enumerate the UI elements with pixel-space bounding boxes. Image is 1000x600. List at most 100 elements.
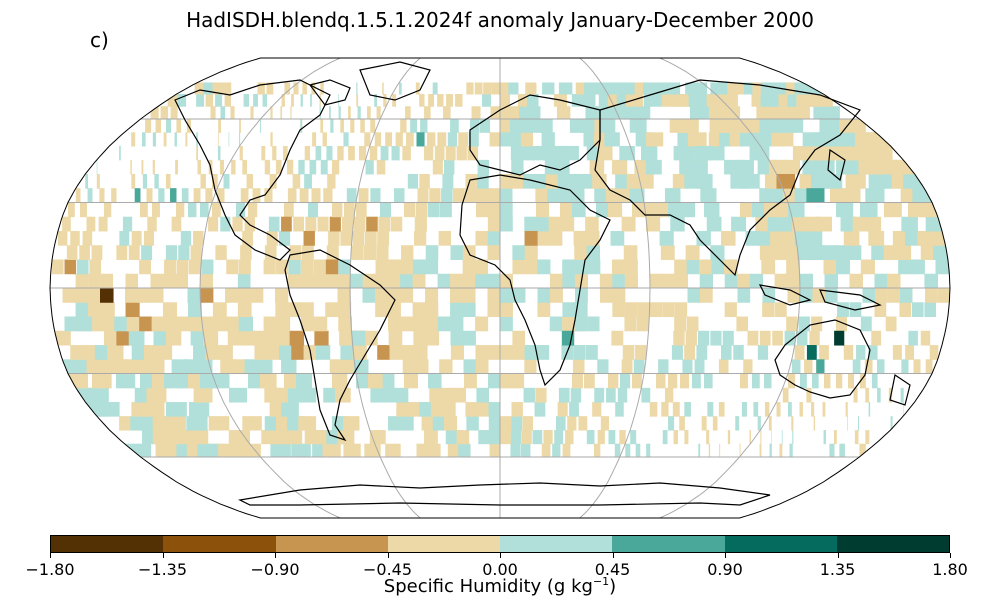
grid-cell [252, 188, 261, 203]
grid-cell [340, 345, 355, 360]
grid-cell [475, 230, 489, 246]
grid-cell [186, 416, 208, 431]
grid-cell [852, 216, 869, 232]
grid-cell [480, 119, 491, 133]
grid-cell [597, 359, 609, 375]
grid-cell [488, 188, 501, 203]
grid-cell [849, 273, 863, 289]
grid-cell [549, 230, 563, 246]
grid-cell [331, 159, 340, 175]
grid-cell [542, 82, 555, 95]
grid-cell [363, 245, 377, 260]
grid-cell [400, 288, 414, 303]
grid-cell [412, 316, 427, 332]
grid-cell [644, 202, 659, 218]
grid-cell [626, 173, 642, 189]
grid-cell [781, 430, 783, 445]
grid-cell [126, 316, 142, 332]
grid-cell [536, 230, 550, 246]
grid-cell [715, 93, 738, 107]
grid-cell [414, 345, 428, 360]
grid-cell [560, 216, 575, 232]
grid-cell [421, 416, 436, 431]
grid-cell [450, 302, 464, 318]
grid-cell [487, 302, 501, 318]
grid-cell [143, 345, 160, 360]
grid-cell [375, 273, 388, 289]
grid-cell [341, 359, 357, 375]
grid-cell [664, 387, 674, 403]
grid-cell [367, 106, 371, 120]
grid-cell [308, 202, 319, 218]
grid-cell [500, 202, 513, 218]
grid-cell [674, 273, 688, 289]
grid-cell [562, 443, 571, 458]
grid-cell [646, 132, 664, 147]
grid-cell [131, 173, 136, 189]
grid-cell [806, 230, 823, 246]
grid-cell [165, 402, 187, 417]
grid-cell [635, 345, 647, 360]
grid-cell [645, 216, 661, 232]
grid-cell [88, 302, 103, 318]
grid-cell [586, 245, 601, 260]
grid-cell [270, 132, 273, 147]
grid-cell [685, 245, 700, 260]
grid-cell [692, 373, 701, 389]
grid-cell [125, 302, 140, 318]
grid-cell [884, 202, 902, 218]
grid-cell [521, 145, 535, 161]
grid-cell [370, 188, 381, 203]
grid-cell [768, 416, 772, 431]
grid-cell [812, 373, 819, 389]
grid-cell [727, 430, 731, 445]
grid-cell [823, 430, 826, 445]
grid-cell [404, 373, 419, 389]
grid-cell [875, 288, 888, 303]
grid-cell [761, 259, 776, 275]
grid-cell [892, 230, 909, 246]
grid-cell [163, 132, 167, 147]
grid-cell [805, 93, 833, 107]
grid-cell [509, 119, 522, 133]
grid-cell [147, 359, 165, 375]
grid-cell [87, 188, 93, 203]
grid-cell [332, 202, 343, 218]
grid-cell [326, 145, 333, 161]
grid-cell [719, 443, 721, 458]
grid-cell [859, 443, 866, 458]
grid-cell [391, 145, 400, 161]
grid-cell [220, 106, 226, 120]
grid-cell [412, 273, 426, 289]
grid-cell [925, 216, 943, 232]
grid-cell [425, 288, 439, 303]
grid-cell [620, 373, 631, 389]
grid-cell [791, 416, 794, 431]
grid-cell [104, 330, 120, 346]
grid-cell [203, 82, 215, 95]
grid-cell [305, 216, 317, 232]
anomaly-cell [434, 145, 445, 161]
grid-cell [556, 159, 570, 175]
grid-cell [649, 302, 663, 318]
anomaly-cell [745, 230, 761, 246]
grid-cell [277, 330, 292, 346]
grid-cell [188, 202, 197, 218]
grid-cell [847, 145, 871, 161]
grid-cell [680, 202, 696, 218]
grid-cell [596, 202, 610, 218]
grid-cell [824, 273, 838, 289]
grid-cell [570, 387, 582, 403]
grid-cell [699, 259, 713, 275]
grid-cell [218, 119, 221, 133]
grid-cell [521, 430, 532, 445]
grid-cell [574, 259, 588, 275]
colorbar-tick [950, 553, 951, 558]
grid-cell [232, 216, 243, 232]
grid-cell [360, 119, 365, 133]
grid-cell [924, 273, 938, 289]
grid-cell [668, 416, 675, 431]
grid-cell [156, 345, 173, 360]
grid-cell [843, 230, 860, 246]
grid-cell [491, 82, 501, 95]
